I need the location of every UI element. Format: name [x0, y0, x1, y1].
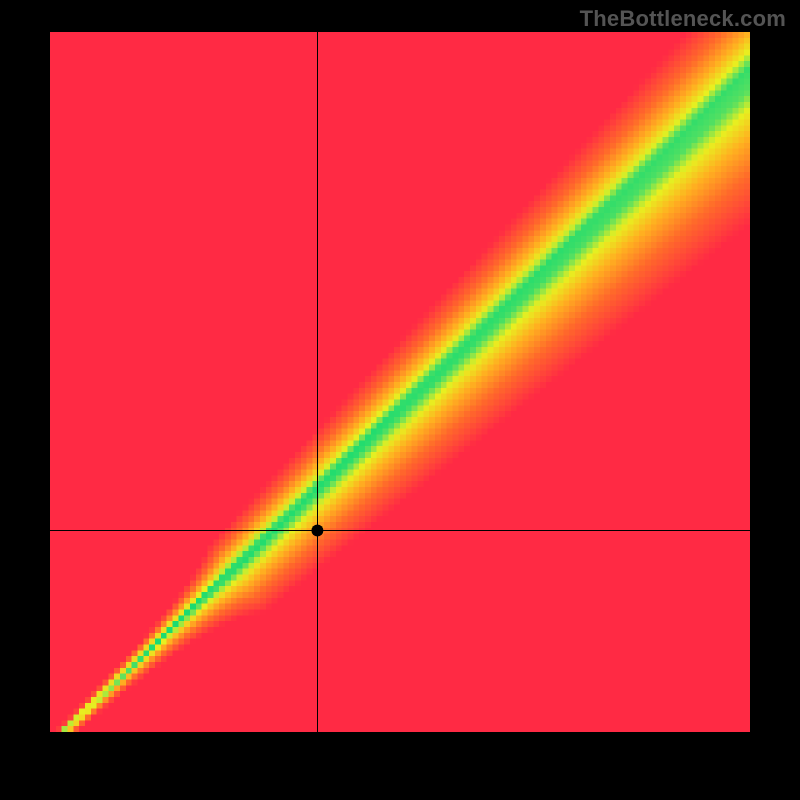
watermark-text: TheBottleneck.com: [580, 6, 786, 32]
overlay-canvas: [50, 32, 750, 732]
plot-area: [50, 32, 750, 732]
chart-container: TheBottleneck.com: [0, 0, 800, 800]
